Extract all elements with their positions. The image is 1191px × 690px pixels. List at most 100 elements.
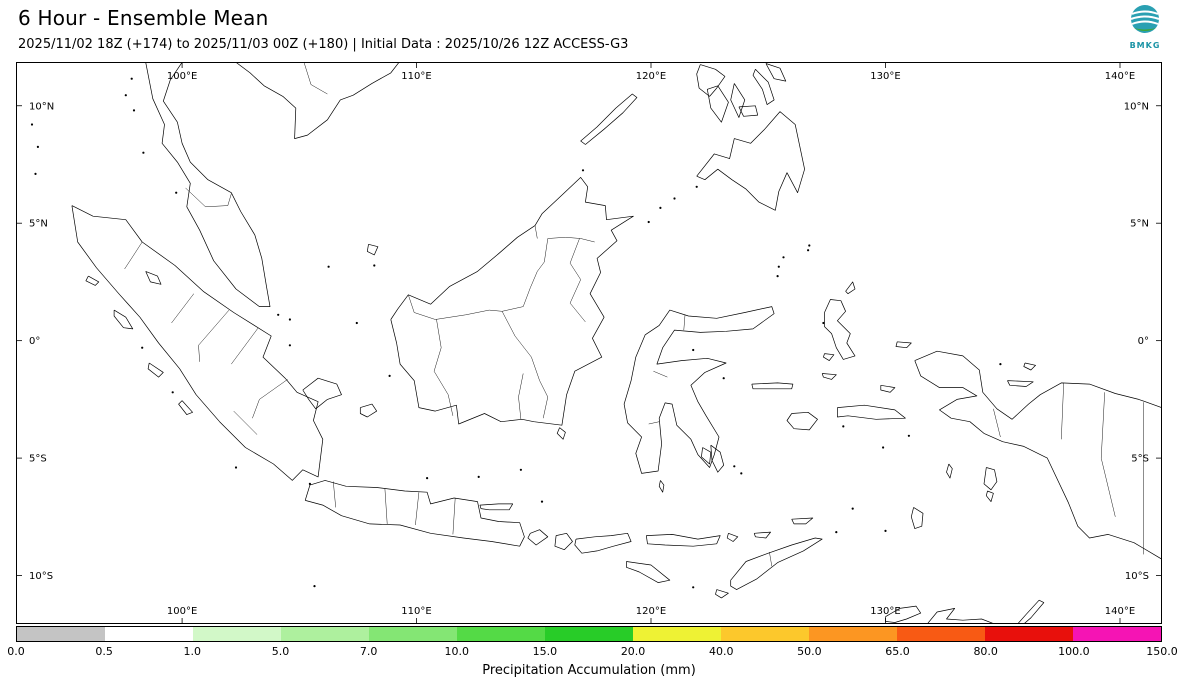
bmkg-logo-text: BMKG xyxy=(1129,41,1161,50)
small-island xyxy=(308,482,311,485)
coastline-wetar xyxy=(791,517,814,525)
coastline-rote xyxy=(715,589,729,599)
colorbar-segment xyxy=(985,627,1073,641)
coastline-palawan xyxy=(580,93,638,145)
colorbar-tick-label: 20.0 xyxy=(620,645,646,658)
colorbar-segment xyxy=(809,627,897,641)
lon-label-top: 120°E xyxy=(636,71,666,82)
coastline-laut-island xyxy=(556,427,566,440)
coastline-papua xyxy=(914,350,1161,560)
colorbar-segment xyxy=(105,627,193,641)
coastline-bacan xyxy=(823,353,835,361)
coastline-natuna xyxy=(366,243,379,256)
admin-border-vietnam-cambodia xyxy=(303,63,328,95)
small-island xyxy=(692,348,695,352)
coastline-borneo xyxy=(390,177,634,426)
small-island xyxy=(132,109,136,112)
coastline-nias xyxy=(113,309,134,330)
lat-label-right: 5°N xyxy=(1130,219,1149,230)
small-island xyxy=(808,244,811,247)
small-island xyxy=(175,191,178,194)
small-island xyxy=(695,185,698,188)
colorbar-segment xyxy=(545,627,633,641)
bmkg-logo-icon xyxy=(1130,5,1160,33)
coastline-yapen xyxy=(1007,380,1034,387)
lon-label-bottom: 140°E xyxy=(1105,606,1135,617)
small-island xyxy=(822,321,825,325)
coastline-obi xyxy=(821,373,837,380)
admin-border-sumatra-6 xyxy=(233,410,258,435)
colorbar-tick-label: 80.0 xyxy=(973,645,998,658)
coastline-samar xyxy=(765,63,787,82)
colorbar-label: Precipitation Accumulation (mm) xyxy=(482,663,696,678)
small-island xyxy=(373,264,376,267)
small-island xyxy=(807,249,810,252)
colorbar-tick-label: 0.5 xyxy=(95,645,113,658)
colorbar-ticks: 0.0 0.5 1.0 5.0 7.0 10.0 15.0 20.0 40.0 50.0 65.0 8… xyxy=(7,645,1178,659)
colorbar-tick-label: 65.0 xyxy=(885,645,910,658)
admin-border-papua-2 xyxy=(1061,382,1064,440)
colorbar-segment xyxy=(1073,627,1161,641)
small-island xyxy=(388,374,391,377)
small-island xyxy=(30,123,34,126)
coastline-lombok xyxy=(554,532,573,551)
coastline-lembata xyxy=(726,532,739,542)
admin-border-sulawesi-1 xyxy=(683,314,686,331)
small-island xyxy=(647,220,650,224)
page-title: 6 Hour - Ensemble Mean xyxy=(18,6,269,30)
small-island xyxy=(884,529,887,532)
small-island xyxy=(882,446,885,449)
small-island xyxy=(776,275,779,278)
coastline-mindanao xyxy=(696,111,805,211)
small-island xyxy=(733,465,736,468)
lon-label-top: 100°E xyxy=(167,71,197,82)
coastline-morotai xyxy=(845,281,856,295)
coastline-lake-toba xyxy=(145,271,162,285)
coastline-aru-south xyxy=(985,490,994,502)
map-canvas: 100°E 100°E 110°E 110°E 120°E 120°E 130°E 130°E… xyxy=(17,63,1161,623)
small-island xyxy=(277,313,280,316)
colorbar-tick-label: 15.0 xyxy=(532,645,558,658)
colorbar-tick-label: 1.0 xyxy=(183,645,202,658)
small-island xyxy=(288,318,291,321)
coastline-biak xyxy=(1023,362,1036,371)
lat-label-right: 0° xyxy=(1138,336,1149,347)
colorbar-tick-label: 100.0 xyxy=(1058,645,1090,658)
coastline-indochina-coast xyxy=(236,63,399,139)
colorbar-segment xyxy=(281,627,369,641)
admin-border-java-1 xyxy=(333,481,336,508)
colorbar-tick-label: 40.0 xyxy=(708,645,734,658)
coastline-madura xyxy=(479,503,514,511)
small-island xyxy=(288,344,291,347)
coastline-arnhem-coast xyxy=(927,608,993,623)
admin-border-java-4 xyxy=(452,497,456,535)
admin-border-kalimantan-malaysia xyxy=(408,237,595,320)
lon-label-top: 140°E xyxy=(1105,71,1135,82)
admin-border-kalimantan-4 xyxy=(569,238,586,323)
map-frame: 100°E 100°E 110°E 110°E 120°E 120°E 130°E 130°E… xyxy=(16,62,1162,624)
admin-border-sulawesi-2 xyxy=(653,370,668,378)
colorbar-segment xyxy=(193,627,281,641)
coastline-cebu xyxy=(730,83,746,118)
small-island xyxy=(692,586,695,589)
admin-border-papua-3 xyxy=(1100,392,1116,517)
coastline-melville xyxy=(885,605,922,623)
admin-border-timor-leste xyxy=(769,552,773,567)
coastline-buton xyxy=(710,444,725,473)
small-island xyxy=(722,377,725,380)
bmkg-logo: BMKG xyxy=(1123,3,1167,50)
lat-label-right: 10°N xyxy=(1124,101,1149,112)
small-island xyxy=(141,346,144,349)
admin-border-java-2 xyxy=(384,488,388,524)
coastline-tanimbar xyxy=(910,507,924,529)
colorbar xyxy=(16,626,1162,642)
colorbar-segment xyxy=(369,627,457,641)
small-island xyxy=(327,265,330,268)
admin-border-kalimantan-3 xyxy=(518,373,524,420)
colorbar-tick-label: 7.0 xyxy=(359,645,378,658)
colorbar-segment xyxy=(17,627,105,641)
coastline-aru-north xyxy=(983,467,998,491)
lon-label-bottom: 110°E xyxy=(401,606,431,617)
small-island xyxy=(36,145,39,148)
small-island xyxy=(907,434,911,437)
